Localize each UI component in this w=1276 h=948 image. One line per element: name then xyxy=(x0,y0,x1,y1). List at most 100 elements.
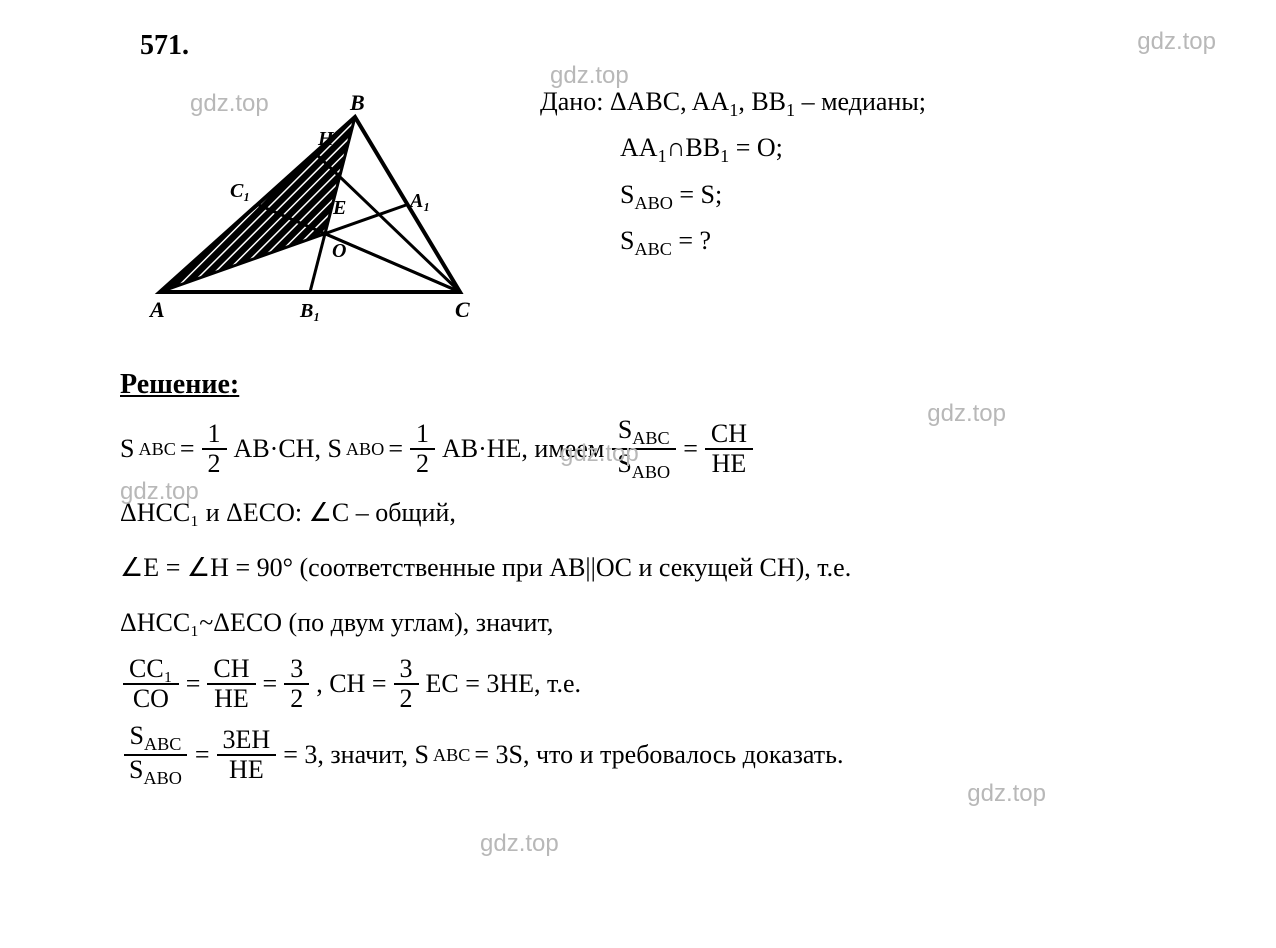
numerator: 3 xyxy=(284,655,309,686)
page-content: gdz.top gdz.top gdz.top gdz.top gdz.top … xyxy=(0,0,1276,826)
vertex-C-label: C xyxy=(455,297,470,322)
fraction: 32 xyxy=(284,655,309,714)
math-text: AB·HE, имеем xyxy=(442,426,604,473)
math-text: AB·CH, S xyxy=(234,426,342,473)
math-text: S xyxy=(129,755,143,784)
denominator: HE xyxy=(223,756,270,785)
solution-header-text: Решение xyxy=(120,369,230,400)
math-text: EC = 3HE, т.е. xyxy=(426,661,582,708)
subscript: ABC xyxy=(144,734,181,754)
given-text: ∩BB xyxy=(667,133,720,162)
solution-line-5: CC₁CO = CHHE = 32 , CH = 32 EC = 3HE, т.… xyxy=(120,655,1236,714)
math-text: = xyxy=(263,661,278,708)
solution-header: Решение: xyxy=(120,369,1236,401)
numerator: 3EH xyxy=(217,726,277,757)
fraction: CHHE xyxy=(705,420,753,479)
denominator: SABO xyxy=(123,756,188,788)
math-text: = xyxy=(180,426,195,473)
problem-number: 571. xyxy=(140,30,1236,62)
denominator: 2 xyxy=(410,450,435,479)
denominator: CO xyxy=(127,685,175,714)
subscript: 1 xyxy=(729,100,738,120)
fraction: SABC SABO xyxy=(123,722,188,788)
denominator: HE xyxy=(706,450,753,479)
given-text: Дано: ΔABC, AA xyxy=(540,87,729,116)
fraction: SABC SABO xyxy=(611,416,676,482)
math-text: S xyxy=(617,449,631,478)
math-text: = xyxy=(388,426,403,473)
vertex-A-label: A xyxy=(148,297,165,322)
given-text: – медианы; xyxy=(795,87,926,116)
numerator: CH xyxy=(705,420,753,451)
subscript: ABC xyxy=(634,240,671,260)
math-text: = xyxy=(186,661,201,708)
subscript: ABC xyxy=(138,433,175,466)
fraction: 12 xyxy=(202,420,227,479)
math-text: S xyxy=(618,415,632,444)
solution-line-3: ∠E = ∠H = 90° (соответственные при AB||O… xyxy=(120,545,1236,592)
math-text: = 3S, что и требовалось доказать. xyxy=(474,732,843,779)
solution-body: SABC = 12 AB·CH, SABO = 12 AB·HE, имеем … xyxy=(120,416,1236,788)
math-text: = 3, значит, S xyxy=(283,732,429,779)
numerator: SABC xyxy=(124,722,188,756)
math-text: = xyxy=(195,732,210,779)
fraction: 3EHHE xyxy=(217,726,277,785)
numerator: CH xyxy=(207,655,255,686)
point-E-label-fg: E xyxy=(332,197,346,219)
numerator: 1 xyxy=(202,420,227,451)
point-H-label: H xyxy=(317,128,335,150)
given-line-4: SABC = ? xyxy=(540,221,1236,263)
math-text: S xyxy=(130,721,144,750)
fraction: 12 xyxy=(410,420,435,479)
given-text: = S; xyxy=(673,180,722,209)
given-line-3: SABO = S; xyxy=(540,175,1236,217)
numerator: 3 xyxy=(394,655,419,686)
solution-line-2: ΔHCC₁ и ΔECO: ∠C – общий, xyxy=(120,490,1236,537)
subscript: ABO xyxy=(634,193,672,213)
denominator: 2 xyxy=(284,685,309,714)
point-O-label: O xyxy=(332,240,346,262)
triangle-svg: A B C C₁ A₁ B₁ H E E O xyxy=(120,72,500,332)
subscript: ABO xyxy=(143,768,181,788)
solution-line-1: SABC = 12 AB·CH, SABO = 12 AB·HE, имеем … xyxy=(120,416,1236,482)
midpoint-B1-label: B₁ xyxy=(299,300,320,322)
numerator: CC₁ xyxy=(123,655,179,686)
numerator: 1 xyxy=(410,420,435,451)
given-line-2: AA1∩BB1 = O; xyxy=(540,128,1236,170)
given-text: S xyxy=(620,180,634,209)
given-text: , BB xyxy=(738,87,786,116)
fraction: CC₁CO xyxy=(123,655,179,714)
vertex-B-label: B xyxy=(349,90,365,115)
subscript: 1 xyxy=(786,100,795,120)
triangle-figure: A B C C₁ A₁ B₁ H E E O xyxy=(120,72,500,339)
subscript: 1 xyxy=(658,147,667,167)
denominator: 2 xyxy=(202,450,227,479)
math-text: ∠E = ∠H = 90° (соответственные при AB||O… xyxy=(120,545,851,592)
given-line-1: Дано: ΔABC, AA1, BB1 – медианы; xyxy=(540,82,1236,124)
subscript: ABC xyxy=(433,739,470,772)
fraction: 32 xyxy=(394,655,419,714)
math-text: ΔHCC₁~ΔECO (по двум углам), значит, xyxy=(120,600,553,647)
subscript: ABO xyxy=(346,433,384,466)
numerator: SABC xyxy=(612,416,676,450)
math-text: = xyxy=(683,426,698,473)
denominator: HE xyxy=(208,685,255,714)
math-text: , CH = xyxy=(316,661,386,708)
subscript: ABC xyxy=(632,428,669,448)
given-block: Дано: ΔABC, AA1, BB1 – медианы; AA1∩BB1 … xyxy=(540,72,1236,268)
top-row: A B C C₁ A₁ B₁ H E E O Дано: ΔABC, AA1, … xyxy=(120,72,1236,339)
subscript: 1 xyxy=(720,147,729,167)
given-text: AA xyxy=(620,133,658,162)
given-text: = O; xyxy=(729,133,783,162)
fraction: CHHE xyxy=(207,655,255,714)
math-text: S xyxy=(120,426,134,473)
watermark: gdz.top xyxy=(480,830,559,858)
midpoint-A1-label: A₁ xyxy=(408,190,430,212)
solution-line-6: SABC SABO = 3EHHE = 3, значит, SABC = 3S… xyxy=(120,722,1236,788)
denominator: SABO xyxy=(611,450,676,482)
subscript: ABO xyxy=(632,462,670,482)
given-text: S xyxy=(620,226,634,255)
midpoint-C1-label: C₁ xyxy=(230,180,250,202)
denominator: 2 xyxy=(394,685,419,714)
math-text: ΔHCC₁ и ΔECO: ∠C – общий, xyxy=(120,490,456,537)
